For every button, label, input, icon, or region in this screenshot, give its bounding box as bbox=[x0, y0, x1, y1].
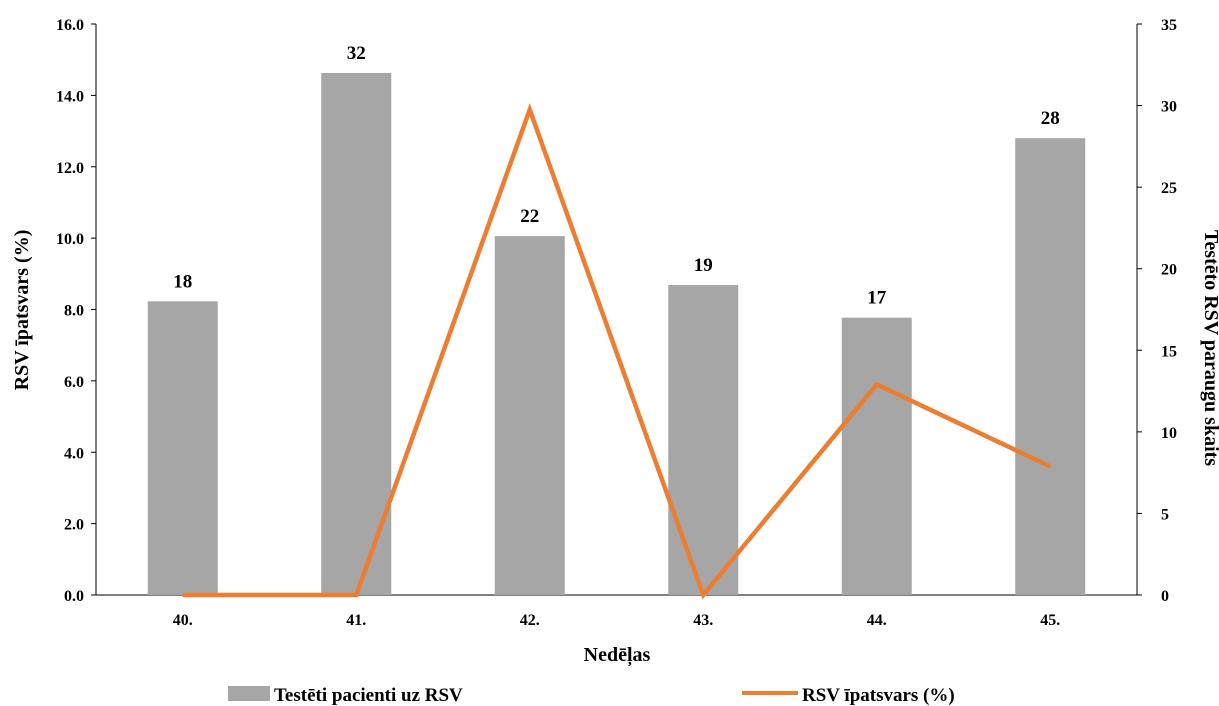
bar bbox=[1015, 138, 1086, 595]
bar-data-label: 22 bbox=[520, 206, 539, 227]
y-axis-left-title: RSV īpatsvars (%) bbox=[11, 230, 33, 391]
bar-series bbox=[147, 72, 1086, 596]
bar bbox=[668, 285, 739, 595]
data-labels: 18 32 22 19 17 28 bbox=[173, 43, 1060, 309]
bar-data-label: 28 bbox=[1041, 108, 1060, 129]
y-right-tick-label: 35 bbox=[1161, 17, 1177, 34]
y-axis-right-title: Testēto RSV paraugu skaits bbox=[1200, 230, 1219, 466]
y-right-tick-label: 20 bbox=[1161, 262, 1177, 279]
y-left-tick-label: 14.0 bbox=[56, 88, 84, 105]
axes bbox=[91, 23, 1142, 596]
legend-bar-swatch bbox=[228, 686, 270, 701]
y-left-tick-label: 6.0 bbox=[64, 374, 84, 391]
y-left-tick-label: 10.0 bbox=[56, 231, 84, 248]
x-tick-label: 42. bbox=[520, 612, 540, 629]
y-left-tick-label: 0.0 bbox=[64, 588, 84, 605]
x-tick-label: 43. bbox=[693, 612, 713, 629]
line-series-path bbox=[182, 102, 1052, 600]
bar-data-label: 19 bbox=[694, 255, 713, 276]
x-tick-label: 40. bbox=[173, 612, 193, 629]
y-left-tick-label: 8.0 bbox=[64, 303, 84, 320]
line-series bbox=[182, 102, 1052, 600]
bar bbox=[494, 236, 565, 596]
y-left-tick-label: 12.0 bbox=[56, 160, 84, 177]
y-left-tick-label: 16.0 bbox=[56, 17, 84, 34]
x-tick-label: 45. bbox=[1040, 612, 1060, 629]
bar-data-label: 17 bbox=[867, 288, 887, 309]
y-right-tick-label: 5 bbox=[1161, 506, 1169, 523]
bar bbox=[147, 301, 218, 595]
x-tick-label: 41. bbox=[346, 612, 366, 629]
y-right-tick-label: 25 bbox=[1161, 180, 1177, 197]
bar bbox=[841, 317, 912, 595]
legend: Testēti pacienti uz RSV RSV īpatsvars (%… bbox=[228, 685, 955, 706]
tick-labels: 0.0 2.0 4.0 6.0 8.0 10.0 12.0 14.0 16.0 0 5 10 15 20 2… bbox=[56, 17, 1177, 629]
bar-data-label: 18 bbox=[173, 271, 192, 292]
y-right-tick-label: 30 bbox=[1161, 99, 1177, 116]
y-left-tick-label: 4.0 bbox=[64, 445, 84, 462]
y-right-tick-label: 0 bbox=[1161, 588, 1169, 605]
y-right-tick-label: 15 bbox=[1161, 343, 1177, 360]
legend-line-label: RSV īpatsvars (%) bbox=[802, 685, 955, 706]
y-left-tick-label: 2.0 bbox=[64, 517, 84, 534]
legend-bar-label: Testēti pacienti uz RSV bbox=[274, 685, 463, 706]
bar bbox=[321, 72, 392, 595]
x-axis-title: Nedēļas bbox=[584, 644, 651, 667]
x-tick-label: 44. bbox=[867, 612, 887, 629]
bar-data-label: 32 bbox=[347, 43, 366, 64]
y-right-tick-label: 10 bbox=[1161, 425, 1177, 442]
